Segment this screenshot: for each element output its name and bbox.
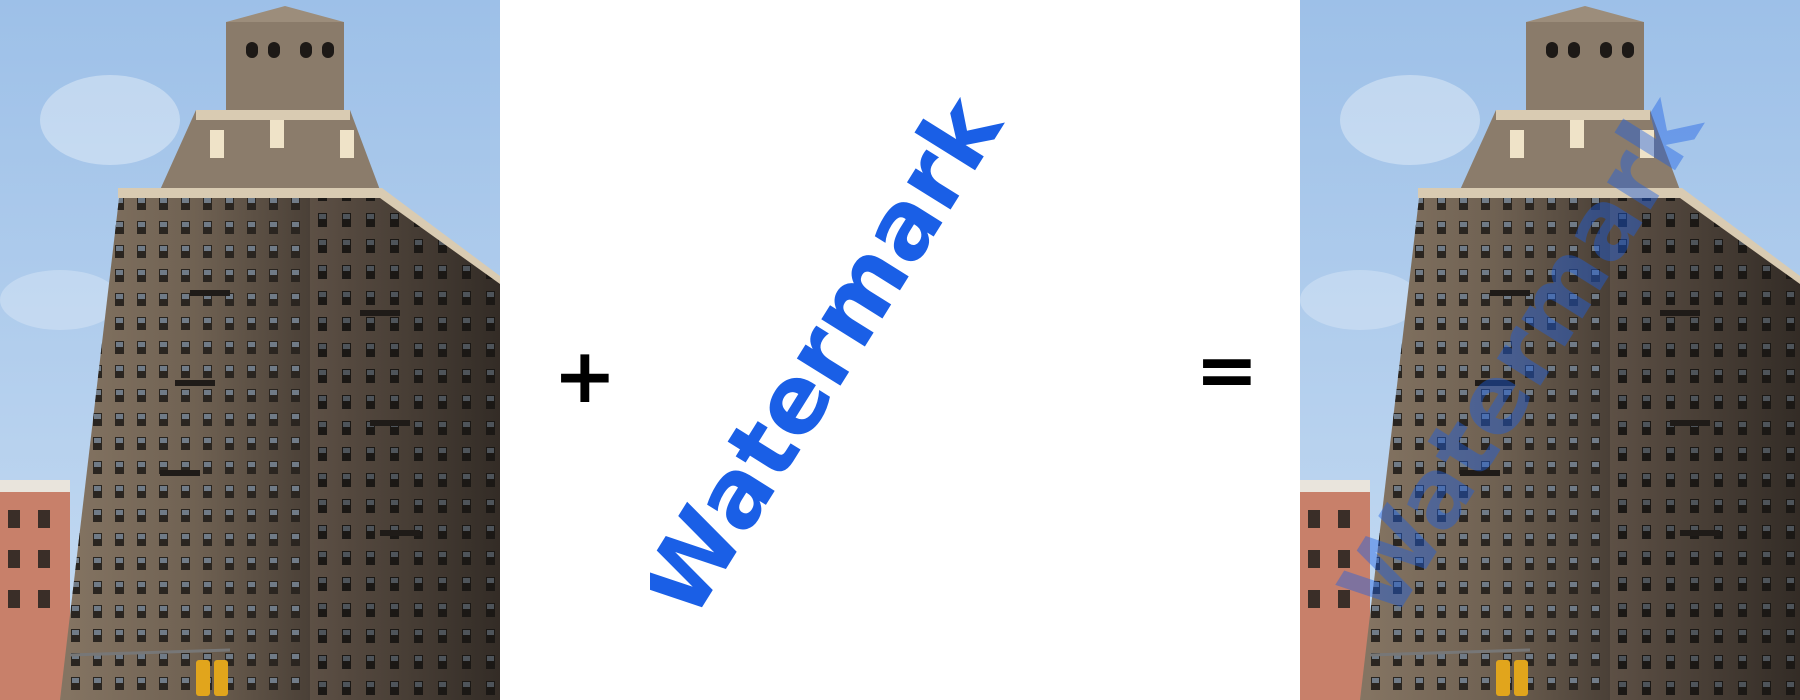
building-photo: [0, 0, 500, 700]
watermark-graphic: Watermark: [650, 76, 1025, 635]
watermark-panel: Watermark: [650, 0, 1110, 700]
watermark-text: Watermark: [650, 76, 1025, 635]
equals-operator: =: [1195, 325, 1259, 414]
watermarked-image-panel: Watermark: [1300, 0, 1800, 700]
original-image-panel: [0, 0, 500, 700]
watermarked-photo: Watermark: [1300, 0, 1800, 700]
plus-operator: +: [553, 331, 617, 420]
